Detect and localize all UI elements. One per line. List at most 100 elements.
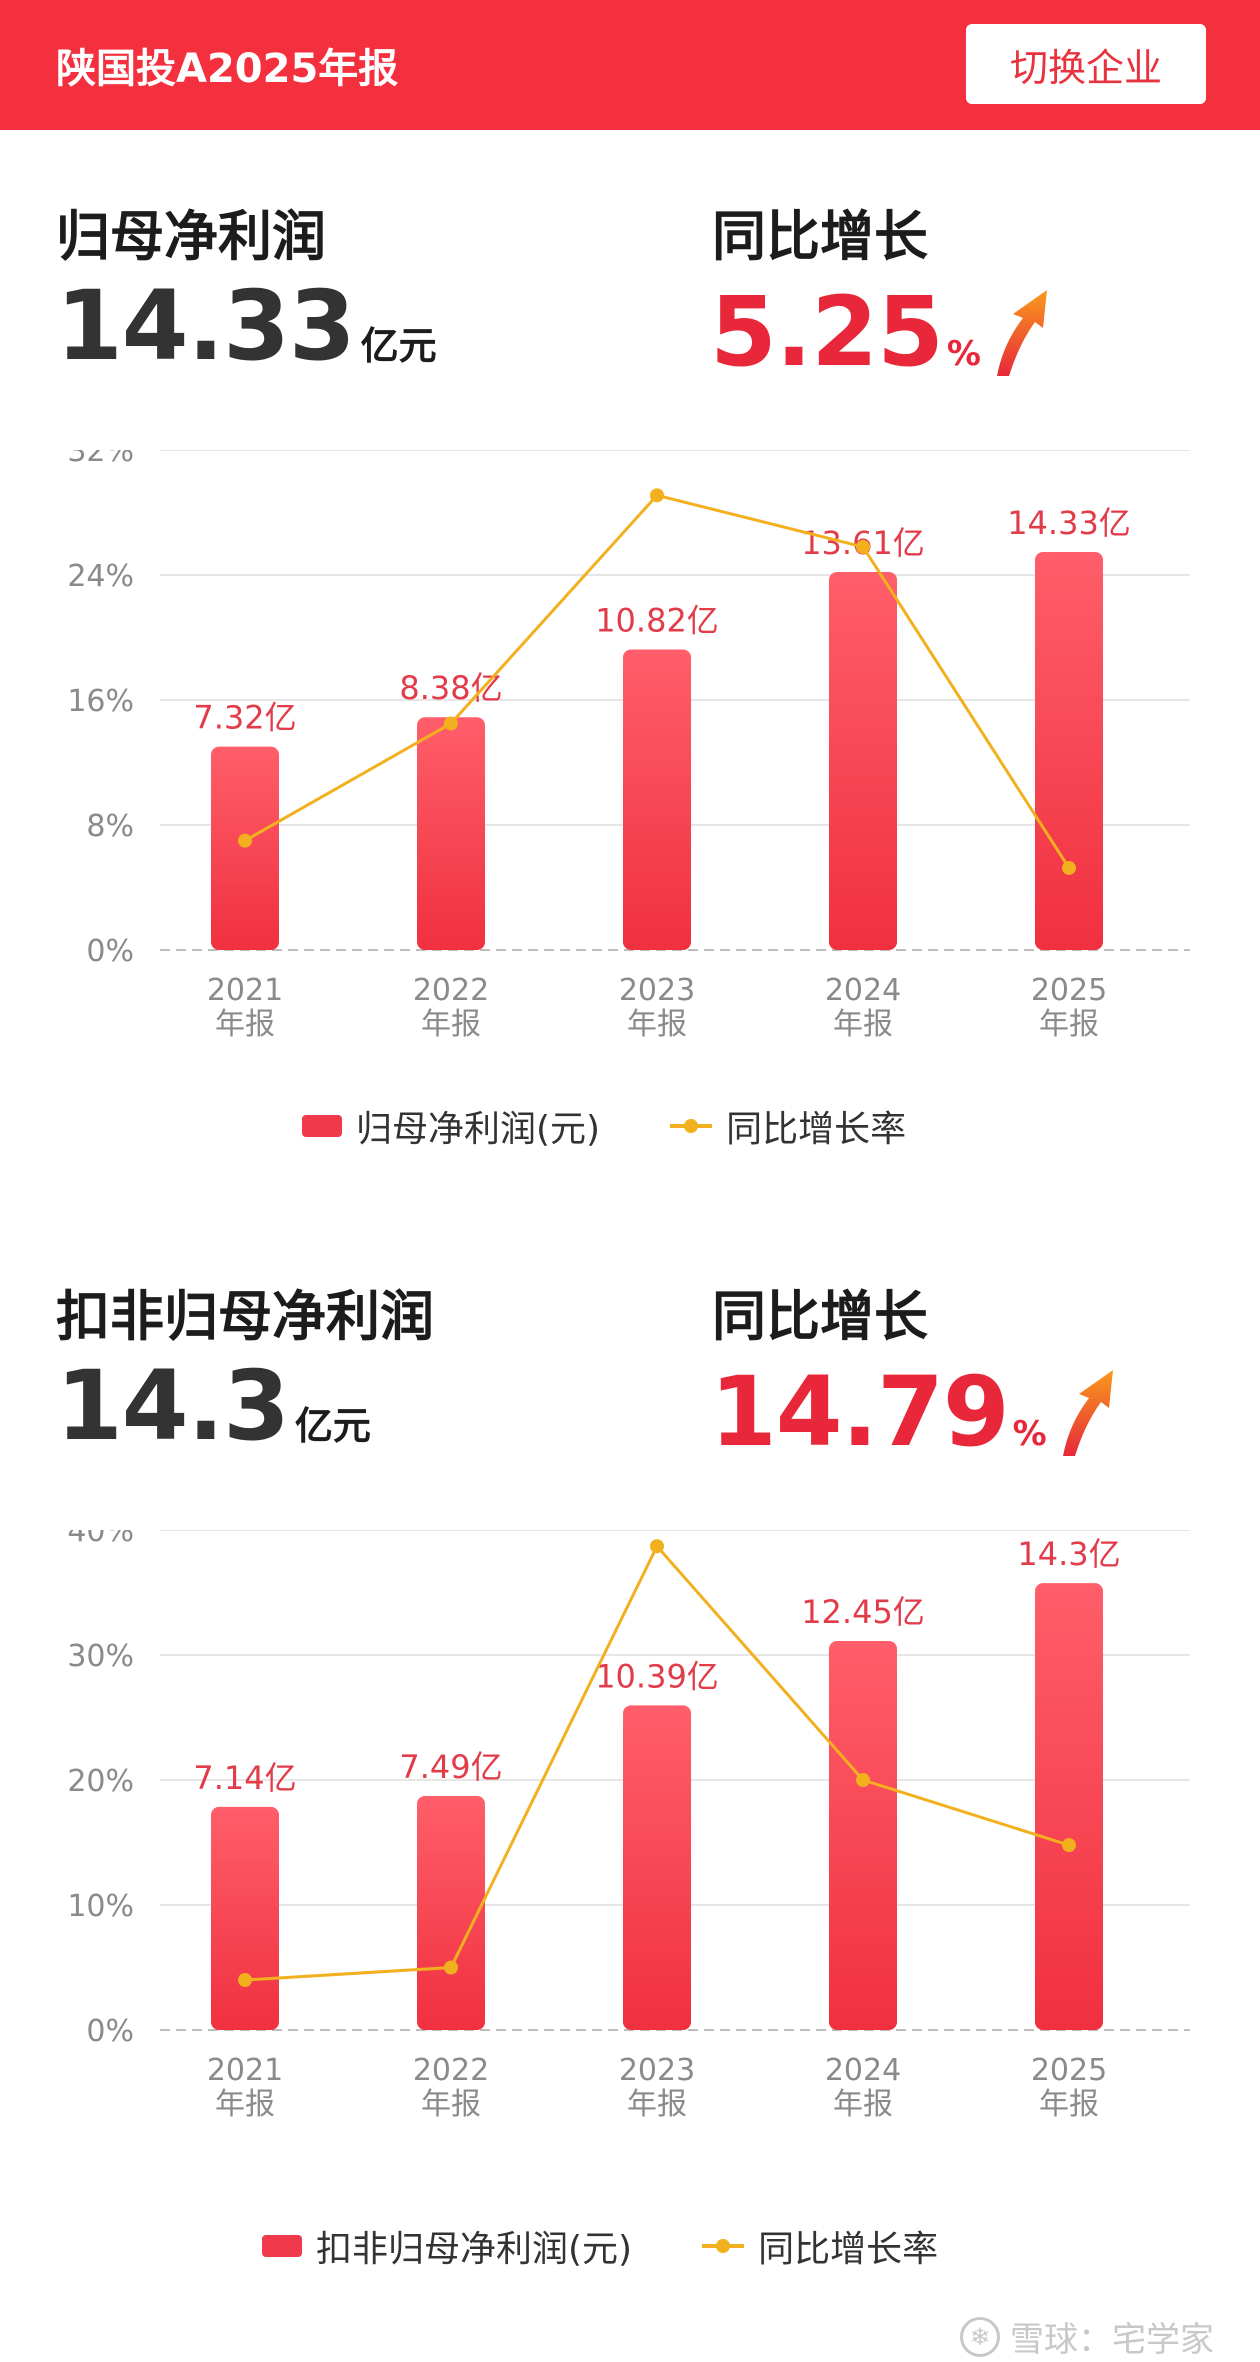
y-tick-label: 30%	[67, 1639, 134, 1674]
x-tick-label: 年报	[215, 2087, 275, 2122]
growth-rate-point[interactable]	[1062, 1838, 1076, 1853]
bar[interactable]	[623, 649, 691, 950]
snowball-logo-icon: ❄	[960, 2316, 1000, 2357]
legend-item-line[interactable]: 同比增长率	[670, 1100, 906, 1152]
y-tick-label: 32%	[67, 450, 134, 469]
bar-value-label: 12.45亿	[801, 1593, 925, 1631]
x-tick-label: 2022	[413, 2053, 489, 2088]
legend-bar-label: 扣非归母净利润(元)	[316, 2229, 633, 2270]
switch-company-button[interactable]: 切换企业	[966, 24, 1206, 104]
x-tick-label: 2025	[1031, 2053, 1107, 2088]
bar[interactable]	[417, 717, 485, 950]
deducted-profit-section: 扣非归母净利润 14.3 亿元 同比增长 14.79 % 0% 10% 20% 30%…	[0, 1210, 1260, 2310]
x-tick-label: 2021	[207, 2053, 283, 2088]
x-tick-label: 年报	[421, 1007, 481, 1042]
y-tick-label: 0%	[86, 2014, 134, 2049]
metric-label: 归母净利润	[56, 205, 326, 268]
growth-rate-point[interactable]	[650, 1539, 664, 1554]
deducted-profit-chart: 0%10%20%30%40%7.14亿2021年报7.49亿2022年报10.3…	[67, 1530, 1190, 2122]
metric-number: 14.3	[56, 1350, 290, 1462]
x-tick-label: 年报	[627, 2087, 687, 2122]
bar-value-label: 7.49亿	[399, 1748, 502, 1786]
growth-rate-point[interactable]	[856, 1773, 870, 1787]
legend-item-line[interactable]: 同比增长率	[702, 2220, 938, 2272]
x-tick-label: 年报	[833, 1007, 893, 1042]
chart-legend: 扣非归母净利润(元) 同比增长率	[262, 2220, 938, 2272]
page-title: 陕国投A2025年报	[56, 46, 399, 92]
growth-value: 5.25 %	[710, 276, 1053, 388]
watermark-text: 雪球：宅学家	[1010, 2320, 1214, 2360]
watermark: ❄ 雪球：宅学家	[960, 2312, 1214, 2361]
bar[interactable]	[1035, 1583, 1103, 2030]
growth-rate-point[interactable]	[650, 488, 664, 503]
y-tick-label: 16%	[67, 684, 134, 719]
metric-label: 扣非归母净利润	[56, 1285, 434, 1348]
x-tick-label: 2023	[619, 973, 695, 1008]
app-header: 陕国投A2025年报 切换企业	[0, 0, 1260, 130]
growth-unit: %	[946, 334, 981, 374]
legend-item-bar[interactable]: 扣非归母净利润(元)	[262, 2220, 632, 2272]
growth-rate-point[interactable]	[1062, 860, 1076, 875]
growth-label: 同比增长	[712, 205, 928, 268]
y-tick-label: 10%	[67, 1889, 134, 1924]
bar[interactable]	[623, 1705, 691, 2030]
bar[interactable]	[417, 1795, 485, 2030]
growth-rate-point[interactable]	[238, 833, 252, 848]
y-tick-label: 40%	[67, 1530, 134, 1549]
metric-number: 14.33	[56, 270, 356, 382]
legend-item-bar[interactable]: 归母净利润(元)	[302, 1100, 600, 1152]
bar-value-label: 7.32亿	[193, 699, 296, 737]
growth-number: 5.25	[710, 276, 944, 388]
growth-rate-point[interactable]	[444, 716, 458, 731]
y-tick-label: 20%	[67, 1764, 134, 1799]
growth-rate-point[interactable]	[856, 539, 870, 554]
y-tick-label: 0%	[86, 934, 134, 969]
metric-unit: 亿元	[294, 1404, 371, 1448]
bar[interactable]	[211, 1806, 279, 2030]
bar[interactable]	[829, 571, 897, 950]
legend-line-label: 同比增长率	[758, 2229, 939, 2270]
metric-unit: 亿元	[360, 324, 437, 368]
chart-legend: 归母净利润(元) 同比增长率	[302, 1100, 906, 1152]
bar[interactable]	[829, 1640, 897, 2030]
growth-rate-point[interactable]	[444, 1960, 458, 1975]
bar-value-label: 8.38亿	[399, 669, 502, 707]
growth-value: 14.79 %	[710, 1356, 1119, 1468]
y-tick-label: 8%	[86, 809, 134, 844]
legend-bar-label: 归母净利润(元)	[356, 1109, 601, 1150]
bar-value-label: 14.3亿	[1017, 1535, 1120, 1573]
x-tick-label: 年报	[215, 1007, 275, 1042]
x-tick-label: 年报	[1039, 1007, 1099, 1042]
up-arrow-icon	[1062, 1370, 1113, 1456]
x-tick-label: 2022	[413, 973, 489, 1008]
net-profit-chart: 0%8%16%24%32%7.32亿2021年报8.38亿2022年报10.82…	[67, 450, 1190, 1042]
bar-value-label: 10.82亿	[595, 601, 719, 639]
bar-value-label: 7.14亿	[193, 1759, 296, 1797]
x-tick-label: 2024	[825, 2053, 901, 2088]
legend-line-swatch	[702, 2239, 745, 2253]
bar-value-label: 14.33亿	[1007, 504, 1131, 542]
legend-bar-swatch	[262, 2235, 302, 2257]
bar[interactable]	[211, 746, 279, 950]
growth-number: 14.79	[710, 1356, 1010, 1468]
bar-value-label: 10.39亿	[595, 1657, 719, 1695]
metric-value: 14.33 亿元	[56, 270, 437, 382]
bar[interactable]	[1035, 551, 1103, 950]
legend-line-label: 同比增长率	[726, 1109, 907, 1150]
growth-rate-point[interactable]	[238, 1973, 252, 1987]
legend-bar-swatch	[302, 1115, 342, 1137]
x-tick-label: 年报	[421, 2087, 481, 2122]
growth-unit: %	[1012, 1414, 1047, 1454]
x-tick-label: 年报	[1039, 2087, 1099, 2122]
metric-value: 14.3 亿元	[56, 1350, 371, 1462]
x-tick-label: 2024	[825, 973, 901, 1008]
legend-line-swatch	[670, 1119, 713, 1133]
net-profit-section: 归母净利润 14.33 亿元 同比增长 5.25 % 0% 8% 16% 24% 32%…	[0, 130, 1260, 1210]
x-tick-label: 年报	[833, 2087, 893, 2122]
up-arrow-icon	[996, 290, 1047, 376]
x-tick-label: 年报	[627, 1007, 687, 1042]
y-tick-label: 24%	[67, 559, 134, 594]
x-tick-label: 2025	[1031, 973, 1107, 1008]
x-tick-label: 2021	[207, 973, 283, 1008]
growth-label: 同比增长	[712, 1285, 928, 1348]
